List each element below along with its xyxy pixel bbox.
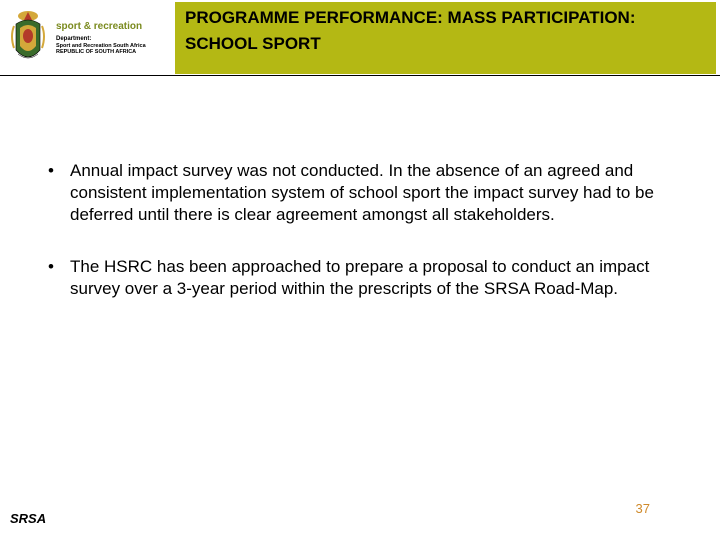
logo-block: sport & recreation Department: Sport and… (4, 2, 174, 74)
header-rule (0, 75, 720, 76)
slide: sport & recreation Department: Sport and… (0, 0, 720, 540)
logo-dept-line1: Department: (56, 36, 146, 43)
title-band: PROGRAMME PERFORMANCE: MASS PARTICIPATIO… (175, 2, 716, 74)
bullet-list: Annual impact survey was not conducted. … (48, 160, 672, 300)
footer-tag: SRSA (10, 511, 46, 526)
logo-dept-line3: REPUBLIC OF SOUTH AFRICA (56, 49, 146, 55)
bullet-item: The HSRC has been approached to prepare … (48, 256, 672, 300)
content: Annual impact survey was not conducted. … (48, 160, 672, 330)
title-line2: SCHOOL SPORT (185, 34, 706, 54)
logo-brand: sport & recreation (56, 21, 146, 32)
logo-text: sport & recreation Department: Sport and… (56, 21, 146, 55)
coat-of-arms-icon (4, 6, 52, 70)
page-number: 37 (636, 501, 650, 516)
title-line1: PROGRAMME PERFORMANCE: MASS PARTICIPATIO… (185, 8, 706, 28)
bullet-item: Annual impact survey was not conducted. … (48, 160, 672, 226)
